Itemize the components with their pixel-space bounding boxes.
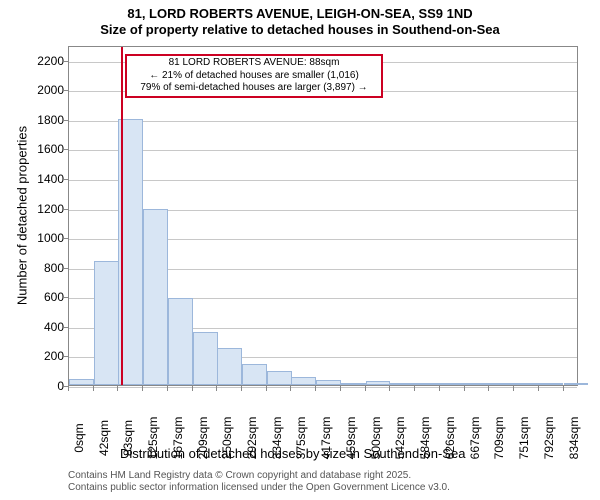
x-tick-mark [414, 386, 415, 391]
x-tick-mark [142, 386, 143, 391]
x-tick-mark [439, 386, 440, 391]
x-tick-mark [290, 386, 291, 391]
y-tick-label: 800 [44, 261, 64, 275]
x-tick-mark [464, 386, 465, 391]
histogram-bar [539, 383, 564, 385]
chart-title-line1: 81, LORD ROBERTS AVENUE, LEIGH-ON-SEA, S… [0, 0, 600, 22]
y-tick-label: 400 [44, 320, 64, 334]
histogram-bar [316, 380, 341, 385]
x-tick-mark [266, 386, 267, 391]
y-tick-label: 2200 [37, 54, 64, 68]
grid-line [69, 150, 577, 151]
x-tick-mark [167, 386, 168, 391]
histogram-bar [193, 332, 218, 385]
footer-line: Contains HM Land Registry data © Crown c… [68, 470, 450, 482]
x-tick-mark [117, 386, 118, 391]
x-tick-mark [488, 386, 489, 391]
histogram-bar [366, 381, 391, 385]
annotation-line: 81 LORD ROBERTS AVENUE: 88sqm [129, 57, 379, 70]
histogram-bar [69, 379, 94, 385]
annotation-line: 79% of semi-detached houses are larger (… [129, 82, 379, 95]
y-tick-label: 1800 [37, 113, 64, 127]
y-axis-area: 0200400600800100012001400160018002000220… [0, 46, 68, 386]
x-tick-mark [216, 386, 217, 391]
y-tick-label: 2000 [37, 83, 64, 97]
grid-line [69, 180, 577, 181]
histogram-bar [390, 383, 415, 385]
x-axis-area: 0sqm42sqm83sqm125sqm167sqm209sqm250sqm29… [68, 386, 578, 446]
x-tick-mark [93, 386, 94, 391]
x-tick-label: 42sqm [97, 420, 111, 456]
x-tick-mark [513, 386, 514, 391]
y-tick-label: 1200 [37, 202, 64, 216]
histogram-bar [341, 383, 366, 385]
grid-line [69, 121, 577, 122]
x-tick-mark [563, 386, 564, 391]
x-tick-mark [389, 386, 390, 391]
x-tick-mark [340, 386, 341, 391]
footer-line: Contains public sector information licen… [68, 482, 450, 494]
property-marker-line [121, 47, 123, 385]
x-tick-mark [192, 386, 193, 391]
x-tick-label: 792sqm [542, 417, 556, 460]
x-tick-label: 834sqm [567, 417, 581, 460]
y-tick-label: 200 [44, 349, 64, 363]
x-tick-label: 751sqm [517, 417, 531, 460]
histogram-bar [291, 377, 316, 385]
histogram-bar [242, 364, 267, 385]
x-tick-mark [315, 386, 316, 391]
y-tick-label: 1000 [37, 231, 64, 245]
histogram-bar [440, 383, 465, 385]
chart-container: 81, LORD ROBERTS AVENUE, LEIGH-ON-SEA, S… [0, 0, 600, 500]
histogram-bar [94, 261, 119, 385]
x-tick-mark [365, 386, 366, 391]
x-tick-label: 709sqm [492, 417, 506, 460]
x-tick-mark [538, 386, 539, 391]
histogram-bar [564, 383, 589, 385]
histogram-bar [465, 383, 490, 385]
histogram-bar [168, 298, 193, 385]
chart-title-line2: Size of property relative to detached ho… [0, 22, 600, 38]
histogram-bar [415, 383, 440, 385]
x-tick-mark [68, 386, 69, 391]
histogram-bar [267, 371, 292, 385]
annotation-box: 81 LORD ROBERTS AVENUE: 88sqm← 21% of de… [125, 54, 383, 98]
histogram-bar [217, 348, 242, 385]
histogram-bar [489, 383, 514, 385]
x-tick-label: 667sqm [468, 417, 482, 460]
y-tick-label: 1600 [37, 142, 64, 156]
x-tick-label: 0sqm [72, 423, 86, 452]
y-tick-label: 1400 [37, 172, 64, 186]
x-tick-mark [241, 386, 242, 391]
annotation-line: ← 21% of detached houses are smaller (1,… [129, 70, 379, 83]
histogram-bar [143, 209, 168, 385]
histogram-bar [514, 383, 539, 385]
footer-attribution: Contains HM Land Registry data © Crown c… [68, 470, 450, 494]
x-axis-label: Distribution of detached houses by size … [120, 446, 465, 461]
y-tick-label: 0 [57, 379, 64, 393]
plot-area: 81 LORD ROBERTS AVENUE: 88sqm← 21% of de… [68, 46, 578, 386]
y-tick-label: 600 [44, 290, 64, 304]
